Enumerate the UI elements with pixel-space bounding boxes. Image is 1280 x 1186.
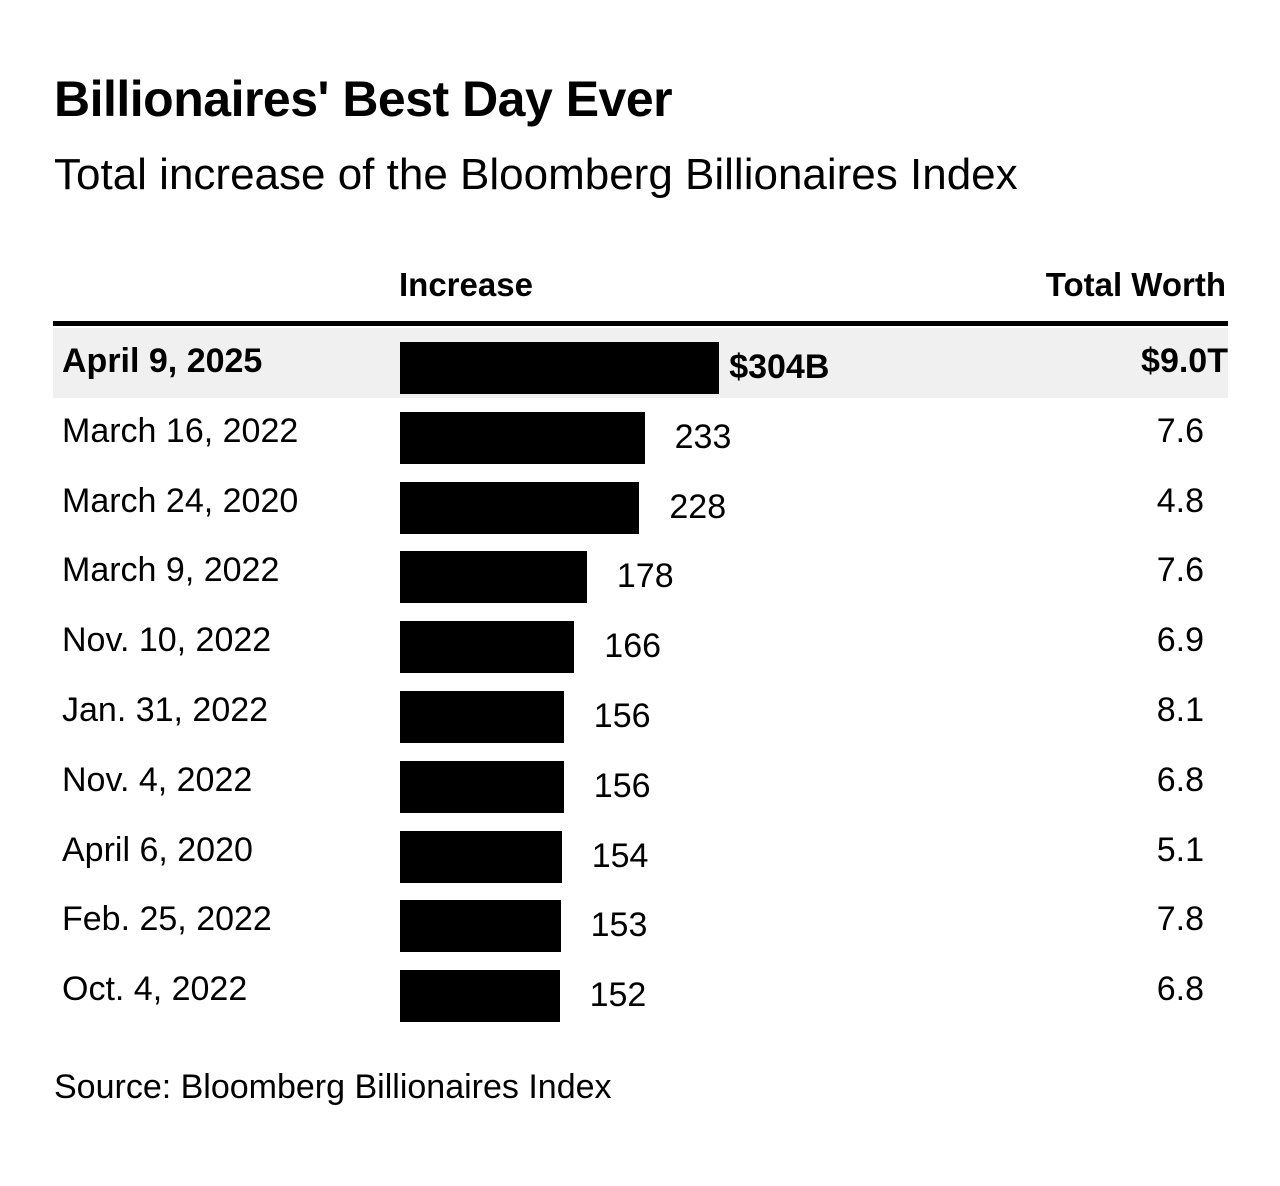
row-total-worth: 7.8 <box>1156 900 1204 939</box>
table-row: Nov. 10, 2022 166 6.9 <box>53 607 1228 677</box>
table-row: Feb. 25, 2022 153 7.8 <box>53 886 1228 956</box>
source-note: Source: Bloomberg Billionaires Index <box>54 1068 612 1106</box>
table-row: April 6, 2020 154 5.1 <box>53 817 1228 887</box>
column-header-increase: Increase <box>399 266 533 303</box>
table-row: March 16, 2022 233 7.6 <box>53 398 1228 468</box>
bar-value-label: 233 <box>674 417 732 456</box>
row-total-worth: $9.0T <box>1141 342 1228 380</box>
bar <box>400 411 645 464</box>
row-date: Jan. 31, 2022 <box>62 690 269 729</box>
header-rule <box>53 321 1228 326</box>
row-date: April 6, 2020 <box>62 830 253 869</box>
row-date: Nov. 4, 2022 <box>62 760 253 799</box>
row-total-worth: 7.6 <box>1156 411 1204 450</box>
bar <box>400 900 561 953</box>
row-date: Feb. 25, 2022 <box>62 900 272 939</box>
table-row: Nov. 4, 2022 156 6.8 <box>53 747 1228 817</box>
bar <box>400 830 562 883</box>
bar-value-label: $304B <box>729 348 830 386</box>
chart-title: Billionaires' Best Day Ever <box>54 71 673 127</box>
row-total-worth: 7.6 <box>1156 551 1204 590</box>
bar <box>400 621 575 674</box>
bar-value-label: 156 <box>593 766 651 805</box>
row-total-worth: 6.9 <box>1156 621 1204 660</box>
bar <box>400 760 564 813</box>
bar-value-label: 166 <box>604 627 662 666</box>
table-row: April 9, 2025 $304B $9.0T <box>53 328 1228 398</box>
row-date: Oct. 4, 2022 <box>62 970 248 1009</box>
table-row: Oct. 4, 2022 152 6.8 <box>53 956 1228 1026</box>
column-header-total-worth: Total Worth <box>1045 266 1226 303</box>
row-total-worth: 8.1 <box>1156 690 1204 729</box>
row-total-worth: 6.8 <box>1156 970 1204 1009</box>
table-row: March 9, 2022 178 7.6 <box>53 537 1228 607</box>
bar-value-label: 154 <box>591 836 649 875</box>
bar <box>400 551 587 604</box>
row-date: April 9, 2025 <box>62 342 263 380</box>
bar <box>400 481 640 534</box>
row-total-worth: 5.1 <box>1156 830 1204 869</box>
bar <box>400 690 564 743</box>
chart-subtitle: Total increase of the Bloomberg Billiona… <box>54 150 1018 199</box>
row-date: Nov. 10, 2022 <box>62 621 272 660</box>
bar-value-label: 153 <box>590 906 648 945</box>
bar-value-label: 178 <box>616 557 674 596</box>
row-date: March 16, 2022 <box>62 411 299 450</box>
row-total-worth: 4.8 <box>1156 481 1204 520</box>
row-date: March 24, 2020 <box>62 481 299 520</box>
table-row: Jan. 31, 2022 156 8.1 <box>53 677 1228 747</box>
bar-value-label: 152 <box>589 976 647 1015</box>
bar <box>400 342 720 394</box>
bar-value-label: 228 <box>669 487 727 526</box>
row-date: March 9, 2022 <box>62 551 280 590</box>
bar-value-label: 156 <box>593 696 651 735</box>
row-total-worth: 6.8 <box>1156 760 1204 799</box>
table-row: March 24, 2020 228 4.8 <box>53 468 1228 538</box>
bar <box>400 970 560 1023</box>
chart-rows: April 9, 2025 $304B $9.0T March 16, 2022 233… <box>53 328 1228 1026</box>
